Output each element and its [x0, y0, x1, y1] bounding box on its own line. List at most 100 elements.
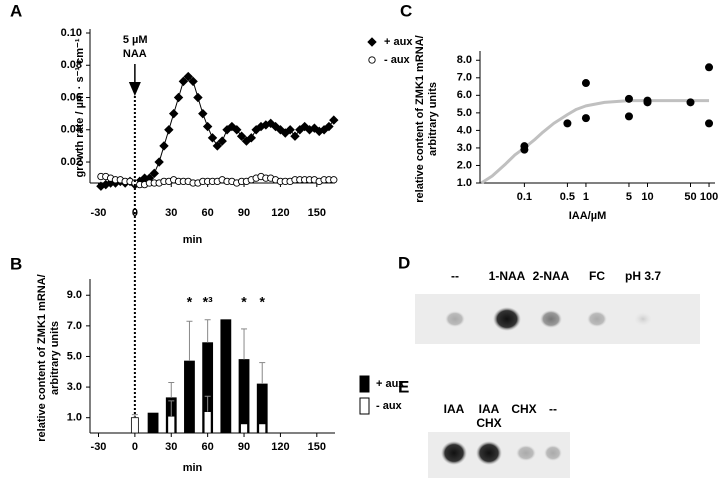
blot-spot [445, 311, 465, 327]
annotation: *³ [203, 294, 213, 310]
y-tick-label: 5.0 [67, 350, 82, 362]
legend-label: + aux [376, 378, 405, 390]
x-tick-label: 150 [308, 441, 326, 453]
data-point [212, 141, 223, 151]
y-tick-label: 8.0 [457, 54, 472, 66]
y-tick-label: 7.0 [67, 320, 82, 332]
bar [203, 411, 212, 434]
y-tick-label: 0.02 [61, 156, 82, 168]
y-tick-label: 1.0 [457, 177, 472, 189]
annotation-arrowhead [128, 82, 141, 96]
x-tick-label: 50 [684, 191, 696, 203]
data-point [164, 125, 174, 135]
y-axis-label: growth rate / µm · s⁻¹ cm⁻¹ [74, 38, 86, 177]
bar [220, 319, 232, 434]
y-tick-label: 0.08 [61, 59, 82, 71]
data-point [193, 92, 203, 103]
data-point [188, 76, 198, 87]
data-point [236, 131, 247, 141]
x-tick-label: 150 [308, 207, 326, 219]
y-tick-label: 1.0 [67, 412, 82, 424]
data-point [290, 131, 300, 141]
x-tick-label: 0 [132, 441, 138, 453]
y-axis-label: arbitrary units [427, 82, 439, 156]
x-axis-label: min [183, 234, 203, 246]
x-tick-label: 120 [271, 441, 289, 453]
data-point [207, 133, 218, 143]
data-point [329, 115, 339, 125]
lane-label: IAA [444, 402, 465, 416]
data-point [159, 141, 169, 151]
lane-label: pH 3.7 [625, 269, 661, 283]
bar [167, 415, 176, 434]
data-point [154, 157, 164, 167]
blot-spot [476, 441, 502, 465]
y-axis-label: relative content of ZMK1 mRNA/ [414, 35, 426, 202]
legend-marker [367, 37, 377, 47]
fit-curve [480, 99, 710, 185]
x-tick-label: 5 [626, 191, 632, 203]
legend-label: + aux [384, 36, 413, 48]
legend-marker [359, 375, 370, 393]
y-tick-label: 0.04 [61, 124, 83, 136]
annotation: * [187, 294, 193, 310]
y-tick-label: 5.0 [457, 107, 472, 119]
annotation: NAA [123, 48, 147, 60]
data-point [285, 125, 295, 135]
panel-label: C [400, 1, 412, 20]
y-tick-label: 3.0 [67, 381, 82, 393]
data-point [581, 79, 590, 88]
legend-label: - aux [376, 400, 403, 412]
x-tick-label: 30 [165, 441, 177, 453]
x-tick-label: 10 [641, 191, 653, 203]
blot-spot [441, 441, 467, 465]
blot-spot [587, 311, 607, 327]
x-tick-label: -30 [91, 207, 107, 219]
x-tick-label: 100 [700, 191, 718, 203]
lane-label: -- [451, 269, 459, 283]
legend-marker [368, 56, 376, 64]
legend-label: - aux [384, 54, 411, 66]
x-tick-label: 90 [238, 207, 250, 219]
blot-spot [516, 445, 536, 461]
annotation: * [241, 294, 247, 310]
data-point [624, 112, 633, 121]
data-point [686, 98, 695, 107]
data-point [705, 119, 714, 128]
lane-label: 2-NAA [533, 269, 570, 283]
x-axis-label: IAA/µM [569, 210, 607, 222]
blot-spot [544, 445, 562, 461]
lane-label: -- [549, 402, 557, 416]
bar [147, 412, 159, 434]
y-tick-label: 3.0 [457, 142, 472, 154]
y-axis-label: relative content of ZMK1 mRNA/ [36, 274, 48, 441]
lane-label: 1-NAA [489, 269, 526, 283]
y-tick-label: 0.06 [61, 91, 82, 103]
data-point [266, 118, 276, 129]
panel-label: A [10, 1, 22, 20]
data-point [581, 114, 590, 123]
data-point [217, 136, 227, 146]
data-point [324, 121, 334, 132]
data-point [643, 98, 652, 107]
x-tick-label: 1 [583, 191, 589, 203]
data-point [232, 125, 242, 135]
legend-marker [359, 397, 370, 415]
data-point [149, 168, 159, 179]
data-point [183, 71, 193, 82]
data-point [168, 108, 179, 119]
bar [238, 359, 250, 434]
panel-label: E [398, 377, 409, 396]
y-tick-label: 2.0 [457, 159, 472, 171]
data-point [330, 176, 338, 184]
x-tick-label: 60 [202, 441, 214, 453]
annotation: * [260, 294, 266, 310]
x-tick-label: 0.1 [517, 191, 532, 203]
blot-spot [634, 312, 652, 326]
x-axis-label: min [183, 462, 203, 474]
lane-label: FC [589, 269, 605, 283]
annotation: 5 µM [123, 34, 148, 46]
data-point [198, 108, 208, 119]
data-point [624, 94, 633, 103]
x-tick-label: 30 [165, 207, 177, 219]
